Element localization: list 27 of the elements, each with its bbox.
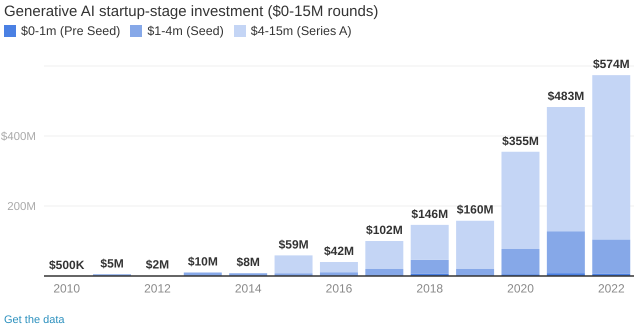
chart-title: Generative AI startup-stage investment ($0-15M rounds) [4, 3, 378, 20]
total-label: $146M [411, 206, 448, 221]
y-tick-label: 200M [7, 201, 36, 214]
legend-label: $4-15m (Series A) [250, 24, 352, 38]
total-label: $8M [236, 255, 260, 270]
total-label: $42M [324, 244, 354, 258]
total-label: $10M [188, 254, 218, 268]
x-tick-label: 2020 [507, 282, 534, 296]
total-label: $483M [548, 88, 584, 103]
text: Get the data [4, 314, 65, 326]
total-label: $59M [278, 237, 309, 252]
total-label: $2M [146, 258, 170, 272]
x-tick-label: 2018 [416, 282, 444, 296]
legend-label: $0-1m (Pre Seed) [21, 24, 120, 38]
legend-label: $1-4m (Seed) [147, 24, 224, 38]
x-tick-label: 2010 [53, 282, 80, 296]
x-tick-label: 2022 [598, 282, 625, 296]
x-tick-label: 2012 [144, 282, 172, 296]
x-tick-label: 2016 [326, 282, 353, 296]
total-label: $355M [502, 134, 539, 148]
total-label: $160M [456, 202, 494, 217]
total-label: $574M [592, 57, 630, 72]
x-tick-label: 2014 [234, 282, 262, 296]
total-label: $500K [49, 258, 85, 272]
total-label: $5M [100, 256, 124, 270]
total-label: $102M [366, 223, 403, 237]
y-tick-label: $400M [0, 131, 36, 144]
